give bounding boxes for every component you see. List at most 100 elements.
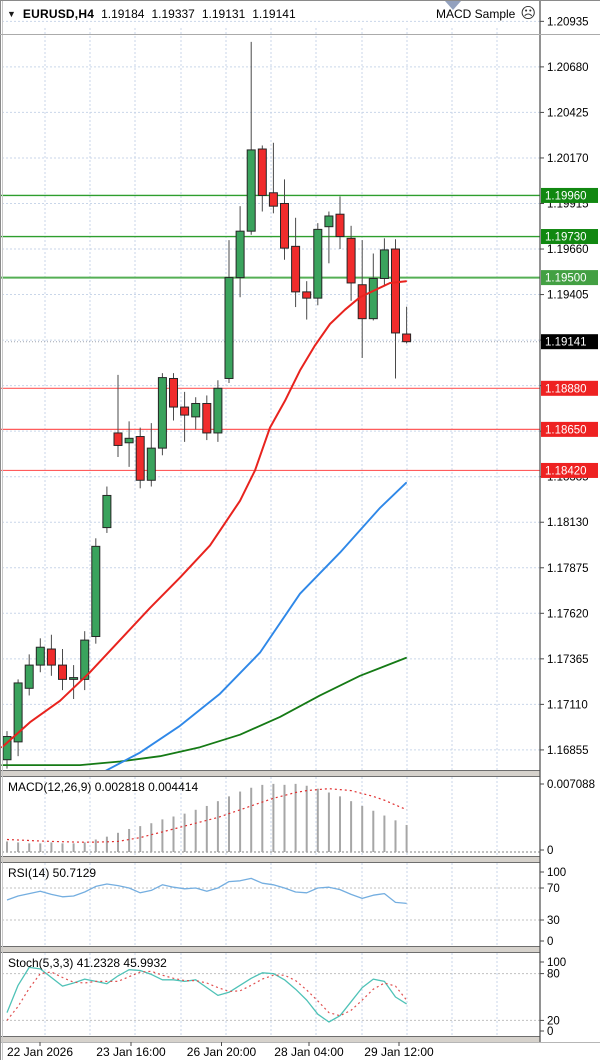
support-price-badge-label: 1.18880 [545, 383, 587, 395]
price-tick-label: 1.16855 [547, 745, 589, 757]
candle-body [169, 377, 178, 408]
candle-body [235, 230, 245, 279]
ma-medium-blue-line [102, 481, 407, 774]
candle [191, 397, 201, 430]
candle-body [202, 402, 212, 434]
ea-sad-face-icon[interactable]: ☹ [520, 5, 536, 22]
rsi-axis-label: 70 [547, 883, 560, 895]
candle [69, 665, 79, 700]
ohlc-close: 1.19141 [252, 6, 296, 21]
time-tick-label: 28 Jan 04:00 [274, 1045, 344, 1059]
candle [124, 421, 134, 467]
candle-body [91, 545, 101, 638]
ea-name-label: MACD Sample [436, 6, 516, 21]
candle-body [368, 277, 378, 320]
candle [324, 211, 334, 264]
candle [58, 649, 67, 691]
chart-shift-marker-icon[interactable] [445, 1, 461, 10]
stoch-k-line [6, 966, 407, 1023]
candle [91, 538, 101, 644]
candle [346, 225, 356, 301]
candle [35, 638, 45, 673]
panel-splitter[interactable] [0, 1037, 600, 1042]
resistance-price-badge-label: 1.19500 [545, 273, 587, 285]
candle [46, 634, 56, 676]
stoch-axis-label: 20 [547, 1015, 560, 1027]
candles-layer [2, 41, 412, 769]
candle-body [379, 249, 389, 279]
candle [202, 395, 212, 441]
candle [235, 206, 245, 298]
stoch-d-line [6, 970, 408, 1021]
resistance-price-badge-label: 1.19960 [545, 190, 587, 202]
rsi-line [6, 877, 407, 905]
panel-splitter[interactable] [0, 947, 600, 952]
symbol-timeframe-label: EURUSD,H4 [22, 6, 95, 21]
candle [24, 654, 34, 696]
macd-panel-label: MACD(12,26,9) 0.002818 0.004414 [8, 780, 198, 794]
resistance-price-badge [541, 187, 598, 203]
time-tick-label: 26 Jan 20:00 [187, 1045, 257, 1059]
candle-body [58, 664, 67, 680]
candle [280, 179, 289, 260]
resistance-price-badge [541, 229, 598, 245]
candle-body [246, 149, 256, 232]
candle-body [80, 639, 90, 680]
chart-header: ▼ EURUSD,H4 1.19184 1.19337 1.19131 1.19… [0, 0, 600, 27]
candle [80, 631, 90, 691]
candle-body [302, 291, 312, 299]
stoch-panel-label: Stoch(5,3,3) 41.2328 45.9932 [8, 956, 167, 970]
rsi-axis-label: 100 [547, 867, 566, 879]
candle-body [157, 377, 167, 449]
time-tick-label: 22 Jan 2026 [7, 1045, 73, 1059]
candle-body [113, 432, 123, 446]
current-price-badge [541, 334, 598, 350]
candle [113, 374, 123, 458]
candle [146, 423, 156, 487]
candle-body [280, 202, 289, 249]
rsi-axis-label: 30 [547, 915, 560, 927]
macd-axis-label: 0 [547, 845, 553, 857]
candle [257, 145, 267, 212]
candle-body [69, 677, 79, 680]
candle-body [13, 682, 23, 743]
current-price-badge-label: 1.19141 [545, 337, 587, 349]
panel-splitter[interactable] [0, 771, 600, 776]
ma-slow-green-line [1, 657, 407, 766]
resistance-price-badge [541, 270, 598, 286]
macd-signal-line [6, 788, 407, 843]
panel-splitter[interactable] [0, 857, 600, 862]
stoch-axis-label: 100 [547, 957, 566, 969]
candle [313, 223, 323, 306]
candle-body [102, 494, 112, 529]
candle [157, 373, 167, 456]
candle-body [35, 646, 45, 666]
candle-body [402, 333, 412, 343]
macd-axis-label: 0.007088 [547, 779, 595, 791]
candle [180, 391, 190, 442]
stoch-axis-label: 0 [547, 1026, 553, 1038]
symbol-dropdown-icon[interactable]: ▼ [7, 8, 16, 19]
rsi-axis-label: 0 [547, 936, 553, 948]
price-axis-area[interactable] [540, 0, 600, 1042]
candle [135, 427, 145, 489]
price-tick-label: 1.17110 [547, 699, 588, 711]
price-tick-label: 1.19405 [547, 290, 589, 302]
price-tick-label: 1.20170 [547, 153, 589, 165]
support-price-badge-label: 1.18650 [545, 424, 587, 436]
candle [379, 238, 389, 287]
candle-body [324, 215, 334, 228]
candle-body [357, 284, 367, 320]
candle-body [24, 664, 34, 689]
price-tick-label: 1.18130 [547, 517, 589, 529]
candle [402, 306, 412, 344]
resistance-price-badge-label: 1.19730 [545, 232, 587, 244]
candle-body [46, 648, 56, 666]
candle-body [268, 192, 278, 207]
candle-body [213, 387, 223, 434]
candle [13, 679, 23, 757]
candle [302, 281, 312, 320]
candle-body [346, 237, 356, 284]
time-axis-area[interactable] [0, 1042, 600, 1060]
